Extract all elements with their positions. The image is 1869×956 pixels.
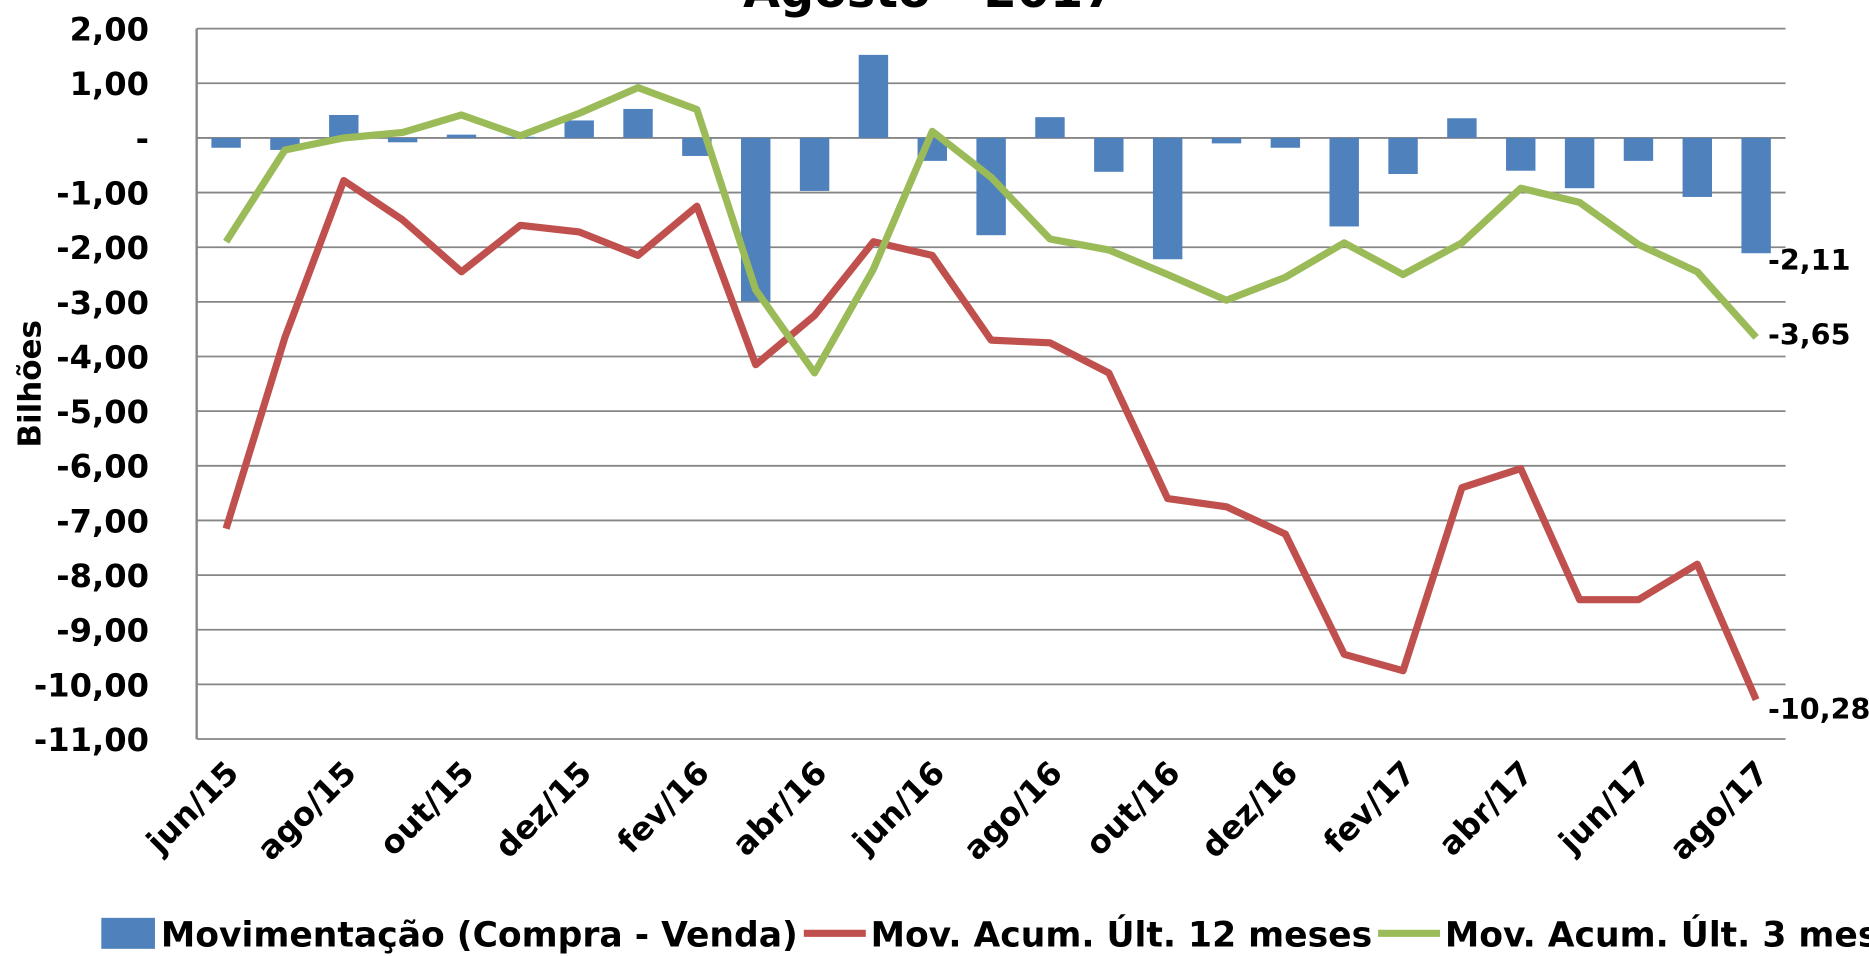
y-tick-label: -7,00	[56, 502, 149, 540]
x-tick-label: jun/15	[138, 754, 246, 862]
x-tick-label: dez/15	[487, 754, 599, 866]
bar	[858, 54, 889, 138]
value-label: -3,65	[1768, 318, 1850, 352]
y-axis-label: Bilhões	[13, 320, 49, 448]
legend-label: Mov. Acum. Últ. 12 meses	[871, 914, 1373, 955]
chart-title: Agosto - 2017	[743, 0, 1116, 19]
y-tick-label: -10,00	[34, 666, 149, 704]
bar	[211, 137, 241, 148]
bar	[1682, 137, 1713, 197]
x-tick-label: ago/17	[1662, 754, 1776, 868]
x-tick-label: fev/17	[1316, 754, 1423, 861]
bar	[1623, 137, 1654, 161]
y-tick-label: -4,00	[56, 338, 149, 376]
line	[223, 84, 1759, 377]
bar	[1741, 137, 1771, 254]
x-tick-label: dez/16	[1194, 754, 1306, 866]
bar	[1094, 137, 1124, 172]
bar	[446, 134, 477, 138]
x-tick-label: out/15	[372, 754, 482, 864]
y-tick-label: -6,00	[56, 448, 149, 486]
bar	[1329, 137, 1359, 227]
y-tick-label: -2,00	[56, 229, 149, 267]
y-tick-label: -11,00	[34, 721, 149, 759]
x-tick-label: ago/15	[250, 754, 364, 868]
y-tick-label: 1,00	[70, 65, 149, 103]
bar	[1035, 117, 1065, 138]
y-tick-label: -9,00	[56, 612, 149, 650]
y-tick-label: -5,00	[56, 393, 149, 431]
bar	[741, 137, 771, 302]
x-tick-label: abr/17	[1431, 754, 1541, 864]
bar	[799, 137, 830, 191]
x-tick-label: jun/16	[844, 754, 952, 862]
bar	[387, 137, 418, 143]
bar	[1447, 118, 1477, 138]
bar	[1388, 137, 1418, 174]
x-tick-label: jun/17	[1550, 754, 1658, 862]
bar	[1211, 137, 1242, 144]
bar	[623, 108, 653, 138]
y-tick-label: -	[136, 120, 149, 158]
x-tick-label: ago/16	[956, 754, 1070, 868]
legend-swatch	[101, 917, 155, 949]
y-tick-label: -8,00	[56, 557, 149, 595]
bar	[1506, 137, 1536, 171]
x-tick-label: fev/16	[610, 754, 717, 861]
bar	[1152, 137, 1183, 260]
x-tick-label: abr/16	[725, 754, 835, 864]
line	[222, 176, 1760, 702]
legend-label: Mov. Acum. Últ. 3 meses	[1445, 914, 1869, 955]
legend-label: Movimentação (Compra - Venda)	[161, 915, 798, 955]
bar	[1564, 137, 1595, 189]
y-tick-label: -1,00	[56, 174, 149, 212]
x-tick-label: out/16	[1078, 754, 1188, 864]
bar	[564, 120, 594, 138]
value-label: -10,28	[1768, 692, 1869, 726]
value-label: -2,11	[1768, 243, 1850, 277]
y-tick-label: 2,00	[70, 11, 149, 49]
y-tick-label: -3,00	[56, 284, 149, 322]
bar	[329, 114, 359, 138]
bar	[1270, 137, 1301, 148]
